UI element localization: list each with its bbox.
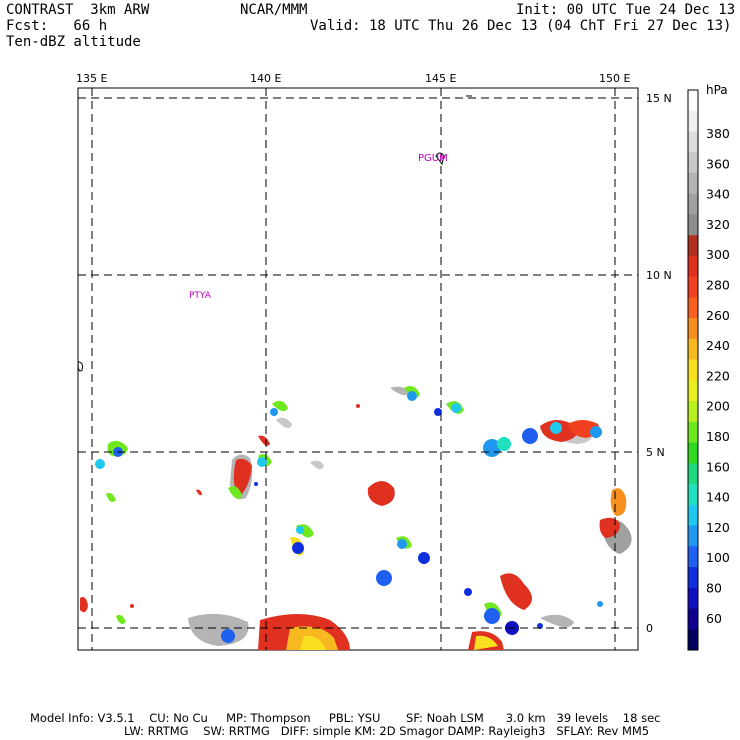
colorbar-labels: 380 360 340 320 300 280 260 240 220 200 180 160 140 1… xyxy=(706,126,730,626)
lon-label: 150 E xyxy=(599,72,630,85)
footer-physics-info: LW: RRTMG SW: RRTMG DIFF: simple KM: 2D … xyxy=(124,724,650,738)
colorbar-tick-label: 100 xyxy=(706,550,730,565)
colorbar-swatch xyxy=(688,442,698,464)
colorbar-tick-label: 180 xyxy=(706,429,730,444)
colorbar-swatch xyxy=(688,525,698,547)
colorbar-swatch xyxy=(688,359,698,381)
colorbar-tick-label: 340 xyxy=(706,187,730,202)
model-title: CONTRAST 3km ARW xyxy=(6,2,150,18)
colorbar-swatch xyxy=(688,255,698,278)
colorbar-swatch xyxy=(688,629,698,651)
colorbar-tick-label: 200 xyxy=(706,399,730,414)
colorbar-tick-label: 360 xyxy=(706,156,730,171)
lat-label: 5 N xyxy=(646,446,665,459)
colorbar-swatch xyxy=(688,193,698,215)
colorbar-tick-label: 140 xyxy=(706,490,730,505)
colorbar-swatch xyxy=(688,152,698,174)
colorbar-tick-label: 380 xyxy=(706,126,730,141)
colorbar-swatch xyxy=(688,463,698,485)
colorbar-swatch xyxy=(688,338,698,361)
colorbar-tick-label: 300 xyxy=(706,247,730,262)
colorbar-tick-label: 220 xyxy=(706,368,730,383)
colorbar-tick-label: 60 xyxy=(706,611,722,626)
lat-label: 15 N xyxy=(646,92,672,105)
colorbar-tick-label: 160 xyxy=(706,459,730,474)
graticule xyxy=(78,88,638,650)
lat-label: 10 N xyxy=(646,269,672,282)
colorbar-swatch xyxy=(688,421,698,444)
colorbar-frame xyxy=(687,89,699,651)
footer-model-info: Model Info: V3.5.1 CU: No Cu MP: Thompso… xyxy=(30,711,661,725)
station-label-pgum: PGUM xyxy=(418,153,448,164)
map-frame xyxy=(77,87,639,651)
guam-coastline xyxy=(435,152,445,166)
colorbar-swatch xyxy=(688,110,698,132)
organization: NCAR/MMM xyxy=(240,2,308,18)
lon-label: 135 E xyxy=(76,72,107,85)
colorbar-tick-label: 120 xyxy=(706,520,730,535)
colorbar-swatch xyxy=(688,297,698,319)
colorbar-swatch xyxy=(688,131,698,153)
lon-label: 140 E xyxy=(250,72,281,85)
colorbar-tick-label: 280 xyxy=(706,278,730,293)
colorbar-swatch xyxy=(688,90,698,112)
field-name: Ten-dBZ altitude xyxy=(6,34,141,50)
colorbar-tick-label: 80 xyxy=(706,581,722,596)
colorbar-swatch xyxy=(688,172,698,195)
colorbar-unit: hPa xyxy=(706,83,728,97)
colorbar-tick-label: 240 xyxy=(706,338,730,353)
colorbar-swatch xyxy=(688,567,698,589)
colorbar-swatch xyxy=(688,380,698,402)
latitude-labels: 15 N 10 N 5 N 0 xyxy=(646,92,672,635)
lat-label: 0 xyxy=(646,622,653,635)
forecast-hour: Fcst: 66 h xyxy=(6,18,108,34)
colorbar-swatch xyxy=(688,587,698,610)
init-time: Init: 00 UTC Tue 24 Dec 13 xyxy=(516,2,736,18)
longitude-labels: 135 E 140 E 145 E 150 E xyxy=(76,72,630,85)
colorbar-swatch xyxy=(688,401,698,423)
colorbar-swatch xyxy=(688,484,698,506)
echo-clusters xyxy=(80,386,632,650)
colorbar-tick-label: 320 xyxy=(706,217,730,232)
colorbar-swatch xyxy=(688,504,698,527)
colorbar-swatch xyxy=(688,235,698,257)
colorbar xyxy=(687,89,699,651)
colorbar-swatch xyxy=(688,318,698,340)
colorbar-swatch xyxy=(688,546,698,568)
colorbar-swatch xyxy=(688,608,698,630)
station-label-ptya: PTYA xyxy=(189,291,212,301)
lon-label: 145 E xyxy=(425,72,456,85)
colorbar-tick-label: 260 xyxy=(706,308,730,323)
coastline xyxy=(77,361,83,372)
valid-time: Valid: 18 UTC Thu 26 Dec 13 (04 ChT Fri … xyxy=(310,18,732,34)
colorbar-swatch xyxy=(688,214,698,236)
colorbar-swatch xyxy=(688,276,698,298)
